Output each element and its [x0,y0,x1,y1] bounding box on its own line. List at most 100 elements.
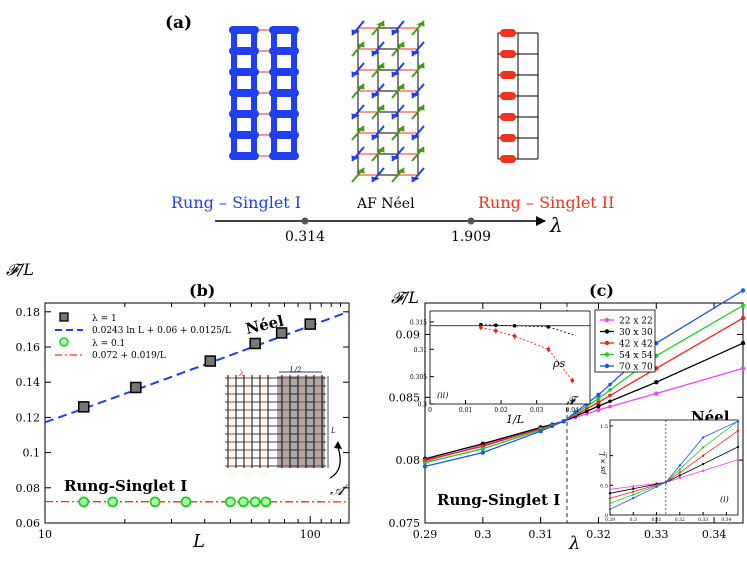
series-point [573,410,578,415]
singlet-dimer [500,29,516,37]
data-point-lambda-0.1 [249,496,261,508]
y-tick-label: 0.12 [16,411,41,424]
inset-ii-frame [429,310,591,405]
inset-ii-xtick-label: 0.03 [530,407,544,414]
singlet-dimer [229,152,259,160]
panel-b-ylabel: 𝓕/L [6,260,34,279]
inset-i: 1.5 1 0.5 00.29 0.3 0.31 0.32 0.33 0.34 (i) ρs ×… [599,419,740,523]
inset-ii-tag: (ii) [437,391,448,400]
data-point-lambda-0.1 [260,496,272,508]
spin-arrowhead [411,176,420,182]
series-point [480,446,486,452]
spin-arrowhead [371,176,380,182]
inset-ii-f-line [480,326,573,381]
singlet-dimer [500,155,516,163]
singlet-dimer [229,68,259,76]
y-tick-label: 0.08 [16,482,41,495]
inset-i-ylabel: ρs × L [599,451,607,475]
data-point-lambda-1 [78,401,90,413]
fit-line-neel [44,310,349,424]
panel-b-lattice-inset [225,371,329,468]
spin-arrowhead [411,50,420,56]
series-point [608,388,612,392]
legend-c-entry: 70 x 70 [619,363,653,373]
spin-arrowhead [351,113,360,119]
legend-b-entry-1: λ = 1 [92,314,117,324]
singlet-dimer [229,131,259,139]
region-a-label: 𝒜 [330,481,349,499]
series-point [740,341,746,346]
inset-i-ytick-label: 1.5 [600,424,608,430]
series-point [608,382,612,387]
inset-i-point [608,492,612,495]
data-point-lambda-0.1 [149,496,161,508]
spin-arrowhead [356,42,365,48]
series-point [585,411,589,416]
y-tick-label: 0.08 [396,454,421,467]
legend-b-circle-marker [59,337,69,347]
panel-b-rung-label: Rung-Singlet I [64,477,187,495]
inset-ii-xtick-label: 0.01 [459,407,472,414]
panel-b-data-points [78,318,316,508]
series-point [740,315,746,321]
x-tick-label: 0.31 [528,528,553,541]
series-point [585,404,589,408]
spin-arrowhead [351,29,360,35]
panel-c-frame [424,302,744,524]
inset-i-xtick-label: 0.29 [605,517,615,523]
singlet-dimer [229,89,259,97]
spin-arrowhead [356,84,365,90]
series-point [740,288,746,293]
series-point [480,450,486,455]
data-point-lambda-1 [304,318,316,330]
spin-arrowhead [396,168,405,174]
y-tick-label: 0.06 [16,517,41,530]
y-tick-label: 0.14 [16,376,41,389]
spin-arrowhead [351,71,360,77]
spin-arrowhead [376,63,385,69]
region-arrow-head [334,441,342,449]
spin-arrowhead [391,113,400,119]
series-point [740,303,746,308]
data-point-lambda-1 [204,355,217,367]
singlet-dimer [229,47,259,55]
y-tick-label: 0.18 [16,306,41,319]
data-point-lambda-1 [130,381,142,394]
panel-c-series [422,288,746,469]
singlet-dimer [500,50,516,58]
spin-arrowhead [376,21,385,27]
series-point [550,424,554,429]
rung-singlet-i-lattice [229,26,299,160]
inset-size-label: L [330,427,336,435]
singlet-dimer [500,134,516,142]
inset-i-xtick-label: 0.3 [630,517,637,523]
af-neel-lattice [351,20,425,183]
y-tick-label: 0.085 [389,391,421,404]
legend-b-entry-3: λ = 0.1 [92,339,125,349]
x-tick-label: 100 [300,528,321,541]
legend-b-entry-2: 0.0243 ln L + 0.06 + 0.0125/L [92,326,231,336]
legend-c-marker [604,352,610,357]
spin-arrowhead [391,155,400,161]
inset-ii-ytick-label: 0.3 [417,402,427,409]
x-tick-label: 0.29 [413,528,438,541]
inset-ii-xlabel: 1/L [506,413,524,426]
inset-half-label: L/2 [289,366,302,374]
region-a-shade [277,376,325,468]
data-point-lambda-0.1 [78,496,90,508]
panel-b-legend: λ = 1 0.0243 ln L + 0.06 + 0.0125/L λ = … [55,312,231,361]
series-point [561,419,566,423]
singlet-dimer [269,152,299,160]
x-tick-label: 0.3 [474,528,492,541]
singlet-dimer [269,131,299,139]
lambda-axis-arrow [536,216,546,226]
region-arrow [329,446,341,479]
panel-a-label: (a) [165,13,192,33]
critical-point-2 [467,217,475,225]
y-tick-label: 0.09 [396,328,421,341]
x-tick-label: 10 [38,528,52,541]
